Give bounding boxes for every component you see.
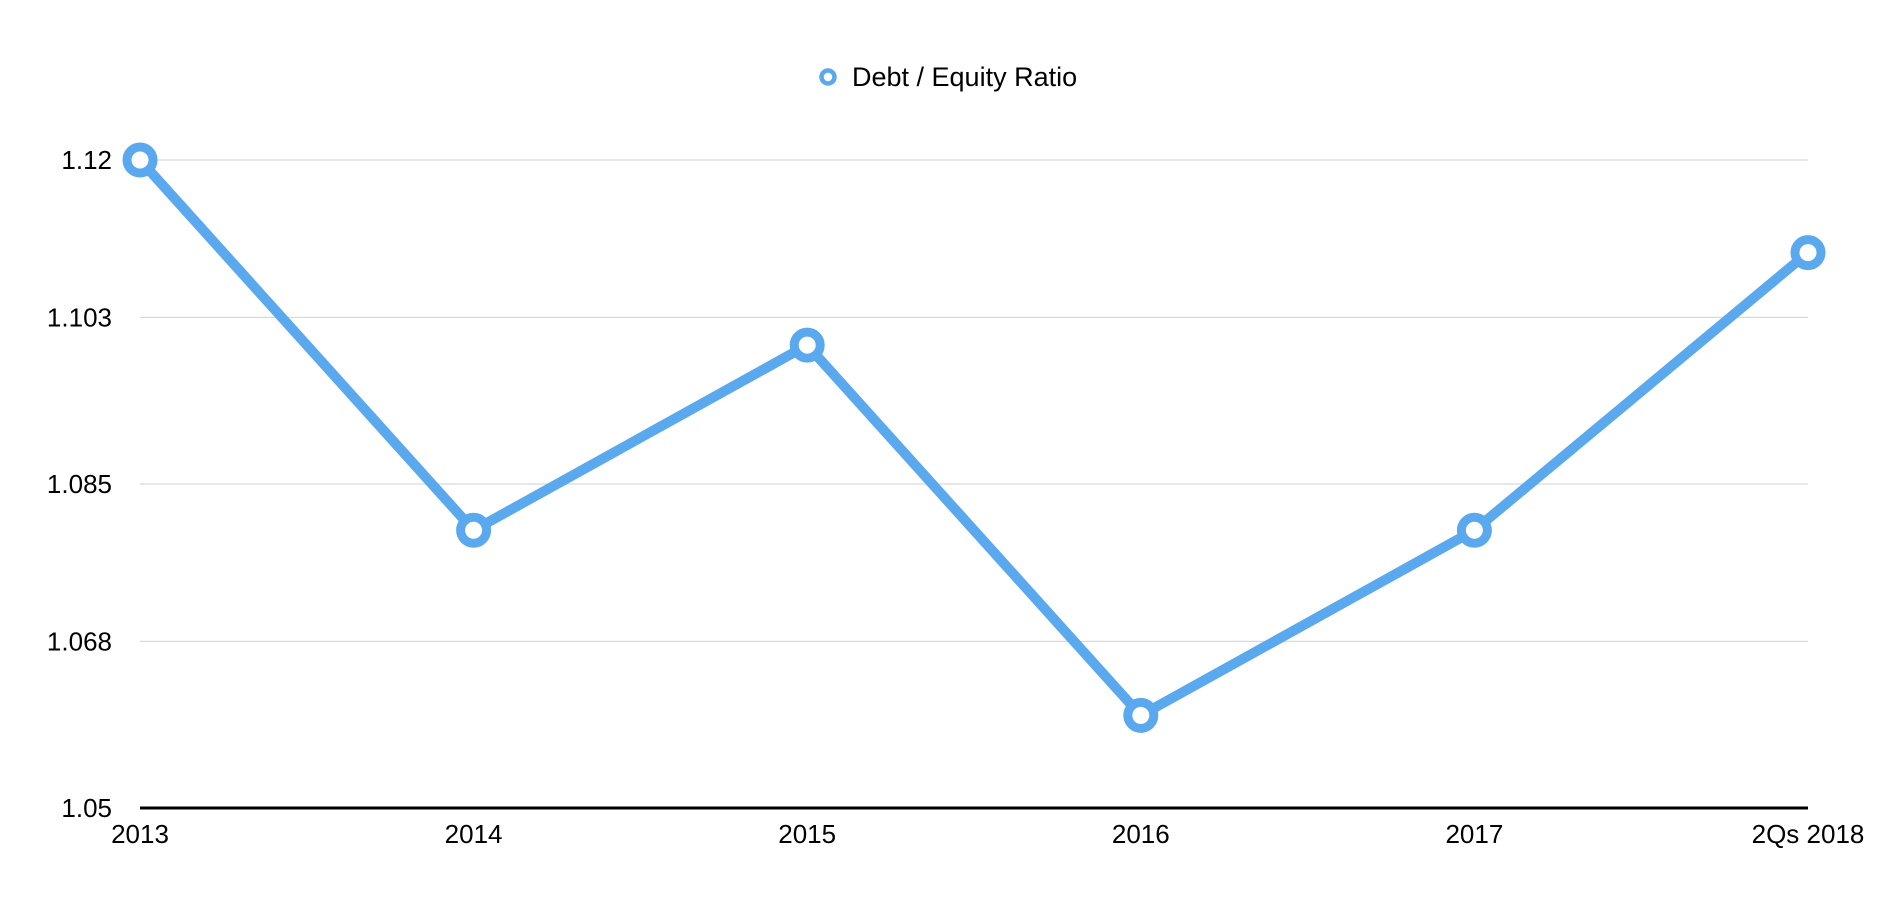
series-line [135, 155, 1813, 721]
data-point [122, 142, 158, 178]
y-tick-label: 1.068 [47, 626, 112, 656]
y-tick-label: 1.085 [47, 469, 112, 499]
legend: Debt / Equity Ratio [819, 62, 1077, 92]
series-layer [122, 142, 1826, 733]
data-point [1123, 697, 1159, 733]
x-tick-label: 2013 [111, 819, 169, 849]
legend-label: Debt / Equity Ratio [852, 62, 1077, 92]
data-point [789, 327, 825, 363]
x-tick-label: 2014 [445, 819, 503, 849]
data-point [1790, 235, 1826, 271]
y-tick-label: 1.05 [61, 793, 112, 823]
y-tick-label: 1.12 [61, 145, 112, 175]
x-axis-tick-labels: 2013 2014 2015 2016 2017 2Qs 2018 [111, 819, 1864, 849]
x-tick-label: 2016 [1112, 819, 1170, 849]
x-tick-label: 2017 [1445, 819, 1503, 849]
y-tick-label: 1.103 [47, 302, 112, 332]
grid-lines [140, 159, 1808, 643]
data-point [1456, 512, 1492, 548]
data-point [456, 512, 492, 548]
legend-marker-icon [819, 68, 837, 86]
y-axis-tick-labels: 1.05 1.068 1.085 1.103 1.12 [47, 145, 112, 823]
x-tick-label: 2015 [778, 819, 836, 849]
x-tick-label: 2Qs 2018 [1752, 819, 1865, 849]
